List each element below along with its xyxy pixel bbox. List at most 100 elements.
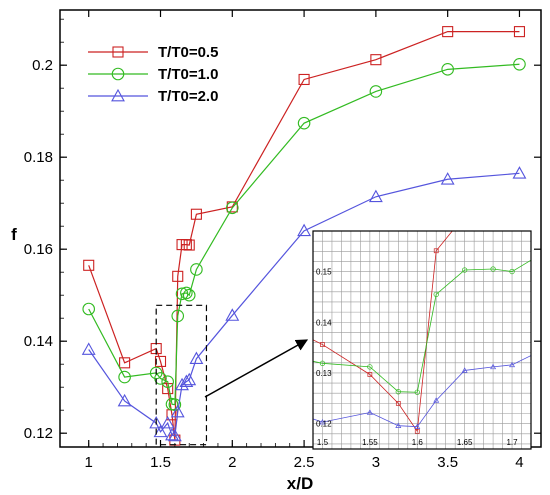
inset-frame: [312, 230, 532, 450]
data-point-square: [190, 208, 202, 220]
x-tick-label: 2.5: [294, 454, 315, 471]
data-point-triangle: [153, 424, 168, 438]
data-point-triangle: [509, 361, 516, 368]
data-point-square: [298, 73, 310, 86]
inset-y-tick-label: 0.12: [316, 420, 332, 429]
data-point-square: [83, 259, 95, 271]
data-point-circle: [175, 287, 189, 301]
legend-item-1: T/T0=0.5: [88, 44, 218, 61]
data-point-square: [172, 270, 184, 282]
x-tick-label: 1: [85, 454, 93, 471]
data-point-square: [367, 372, 373, 377]
data-point-triangle: [319, 419, 326, 425]
data-point-circle: [180, 286, 193, 300]
data-point-circle: [441, 63, 454, 76]
zoom-arrow: [204, 339, 309, 398]
data-point-circle: [111, 67, 125, 81]
inset-x-tick-label: 1.55: [362, 438, 378, 447]
inset-axis-ticks: 1.5 1.55 1.6 1.65 1.7 0.12 0.13 0.14 0.15: [316, 268, 518, 447]
data-point-circle: [154, 372, 167, 385]
data-point-triangle: [167, 428, 182, 442]
data-point-circle: [513, 57, 526, 71]
y-tick-label: 0.12: [24, 425, 53, 442]
data-point-circle: [414, 389, 420, 395]
legend-label: T/T0=2.0: [158, 88, 218, 105]
data-point-square: [414, 428, 420, 434]
data-point-circle: [319, 360, 326, 366]
data-point-circle: [367, 364, 373, 370]
data-point-triangle: [414, 423, 421, 429]
data-point-triangle: [297, 223, 312, 237]
data-point-triangle: [81, 342, 96, 355]
data-point-square: [513, 26, 526, 38]
data-point-circle: [490, 266, 496, 272]
data-point-circle: [509, 268, 515, 275]
x-tick-label: 3: [372, 454, 380, 471]
legend-label: T/T0=1.0: [158, 66, 218, 83]
legend-item-2: T/T0=1.0: [88, 66, 218, 83]
inset-grid: [312, 230, 532, 449]
legend-label: T/T0=0.5: [158, 44, 218, 61]
data-point-triangle: [165, 427, 179, 441]
data-point-circle: [225, 201, 239, 215]
inset-background: [312, 230, 532, 450]
inset-x-tick-label: 1.6: [412, 438, 424, 447]
data-point-circle: [190, 263, 203, 276]
data-point-triangle: [395, 422, 402, 428]
zoom-region-box: [155, 304, 208, 446]
data-point-triangle: [368, 189, 383, 203]
data-point-square: [433, 248, 439, 254]
data-point-triangle: [149, 415, 164, 429]
legend: T/T0=0.5 T/T0=1.0 T/T0=2.0: [88, 44, 218, 105]
inset-x-tick-label: 1.5: [317, 438, 329, 447]
x-tick-label: 2: [228, 454, 236, 471]
series-2: [82, 57, 526, 411]
data-point-triangle: [461, 367, 468, 373]
data-point-triangle: [170, 404, 185, 418]
series-line: [88, 63, 520, 406]
data-point-square: [370, 54, 382, 66]
data-point-circle: [297, 116, 311, 130]
data-point-square: [320, 342, 325, 347]
data-point-triangle: [179, 374, 194, 388]
main-series-group: [81, 26, 527, 446]
data-point-square: [154, 355, 167, 367]
data-point-circle: [82, 302, 96, 316]
data-point-triangle: [366, 409, 373, 415]
data-point-triangle: [117, 393, 132, 407]
data-point-circle: [161, 375, 174, 388]
data-point-triangle: [440, 172, 455, 185]
y-tick-label: 0.2: [32, 57, 53, 74]
inset-y-tick-label: 0.15: [316, 268, 332, 277]
legend-item-3: T/T0=2.0: [88, 88, 218, 105]
inset-y-tick-label: 0.14: [316, 318, 332, 327]
series-3: [81, 166, 527, 442]
x-tick-label: 4: [515, 454, 523, 471]
data-point-square: [395, 401, 401, 406]
y-tick-label: 0.14: [24, 333, 53, 350]
data-point-square: [183, 239, 195, 251]
x-tick-label: 1.5: [150, 454, 171, 471]
data-point-triangle: [512, 166, 527, 179]
data-point-square: [119, 357, 131, 369]
data-point-circle: [369, 85, 383, 98]
data-point-triangle: [160, 415, 175, 429]
data-point-triangle: [433, 397, 440, 403]
y-tick-label: 0.18: [24, 149, 53, 166]
data-point-circle: [462, 267, 468, 273]
y-tick-label: 0.16: [24, 241, 53, 258]
inset-x-tick-label: 1.7: [506, 438, 518, 447]
x-axis-title: x/D: [287, 474, 313, 493]
x-tick-label: 3.5: [437, 454, 458, 471]
data-point-square: [442, 26, 454, 38]
y-axis-title: f: [11, 225, 17, 244]
data-point-circle: [395, 389, 401, 395]
data-point-triangle: [111, 88, 125, 102]
data-point-circle: [182, 288, 196, 302]
data-point-triangle: [490, 363, 497, 370]
inset-x-tick-label: 1.65: [457, 438, 473, 447]
data-point-triangle: [189, 351, 204, 365]
series-line: [88, 31, 520, 441]
